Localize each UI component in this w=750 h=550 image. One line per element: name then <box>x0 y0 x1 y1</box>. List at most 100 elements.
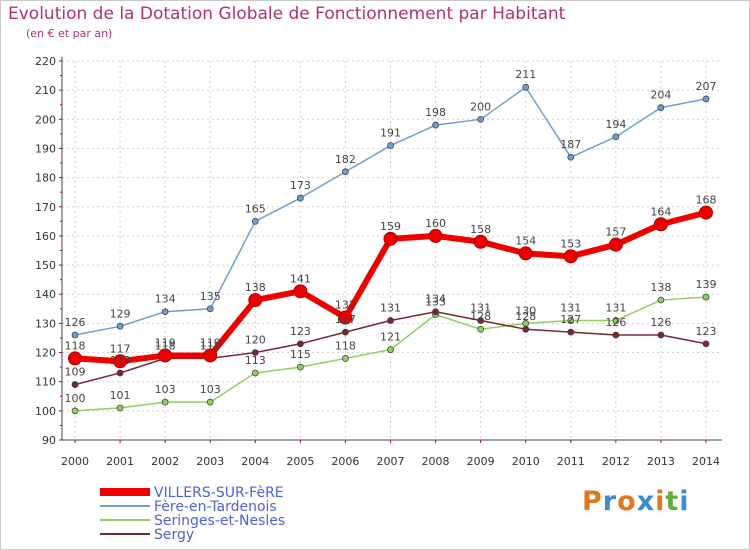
y-tick-label: 110 <box>35 376 56 389</box>
data-point <box>342 328 349 336</box>
data-label: 173 <box>290 179 311 192</box>
data-point <box>657 104 665 111</box>
data-label: 164 <box>650 205 671 218</box>
x-tick-label: 2007 <box>377 455 405 468</box>
data-label: 159 <box>380 220 401 233</box>
data-point <box>116 322 124 330</box>
data-point <box>387 142 394 149</box>
data-label: 158 <box>470 223 491 236</box>
data-point <box>116 369 124 377</box>
data-point <box>477 325 484 333</box>
x-tick-label: 2013 <box>647 455 675 468</box>
data-point <box>387 317 394 324</box>
data-label: 117 <box>110 342 131 355</box>
data-label: 153 <box>560 237 581 250</box>
data-label: 135 <box>200 290 221 303</box>
x-tick-label: 2003 <box>196 455 224 468</box>
x-tick-label: 2014 <box>692 455 720 468</box>
legend-label: VILLERS-SUR-FèRE <box>154 485 284 501</box>
data-point <box>563 249 578 264</box>
data-label: 118 <box>200 339 221 352</box>
proxiti-logo: Proxiti <box>582 486 690 517</box>
data-label: 101 <box>110 389 131 402</box>
y-tick-label: 130 <box>35 317 56 330</box>
y-tick-label: 150 <box>35 259 56 272</box>
data-point <box>653 217 668 232</box>
data-point <box>387 346 394 353</box>
data-label: 113 <box>110 354 131 367</box>
data-point <box>293 284 308 299</box>
data-label: 119 <box>200 336 221 349</box>
data-label: 131 <box>560 301 581 314</box>
data-point <box>522 83 530 91</box>
data-point <box>518 246 533 261</box>
data-point <box>71 331 79 339</box>
data-point <box>699 205 713 220</box>
logo-letter: i <box>655 486 666 517</box>
legend-label: Fère-en-Tardenois <box>154 499 277 515</box>
data-label: 126 <box>650 316 671 329</box>
logo-letter: P <box>582 486 603 517</box>
data-label: 211 <box>515 68 536 81</box>
data-point <box>702 95 710 103</box>
data-point <box>567 317 575 324</box>
data-point <box>251 369 259 377</box>
data-point <box>203 348 218 363</box>
data-label: 127 <box>560 313 581 326</box>
chart-subtitle: (en € et par an) <box>26 27 113 40</box>
data-label: 194 <box>605 118 626 131</box>
logo-letter: x <box>636 486 656 517</box>
data-point <box>338 310 353 325</box>
y-tick-label: 120 <box>35 347 56 360</box>
data-label: 127 <box>335 313 356 326</box>
y-tick-label: 160 <box>35 230 56 243</box>
data-label: 126 <box>605 316 626 329</box>
data-point <box>297 340 304 348</box>
data-label: 128 <box>515 310 536 323</box>
x-tick-label: 2012 <box>602 455 630 468</box>
data-label: 157 <box>605 226 626 239</box>
data-point <box>161 308 169 316</box>
data-point <box>612 133 620 141</box>
data-label: 131 <box>380 301 401 314</box>
data-point <box>68 351 82 366</box>
data-point <box>432 121 439 129</box>
data-label: 103 <box>155 383 176 396</box>
y-tick-label: 140 <box>35 288 56 301</box>
data-point <box>702 293 710 301</box>
data-label: 130 <box>515 304 536 317</box>
data-point <box>702 340 710 348</box>
data-point <box>297 194 304 202</box>
x-tick-label: 2011 <box>557 455 585 468</box>
data-label: 113 <box>245 354 266 367</box>
x-tick-label: 2008 <box>422 455 450 468</box>
data-label: 168 <box>696 194 717 207</box>
data-label: 139 <box>696 278 717 291</box>
x-tick-label: 2001 <box>106 455 134 468</box>
data-point <box>113 354 128 369</box>
data-label: 126 <box>65 316 86 329</box>
data-point <box>251 349 259 356</box>
data-label: 165 <box>245 202 266 215</box>
y-tick-label: 90 <box>42 434 56 447</box>
data-label: 138 <box>650 281 671 294</box>
data-label: 119 <box>155 336 176 349</box>
data-point <box>71 407 79 415</box>
data-point <box>251 217 259 225</box>
data-label: 134 <box>425 293 446 306</box>
data-point <box>608 237 623 252</box>
y-tick-label: 170 <box>35 201 56 214</box>
x-tick-label: 2009 <box>467 455 495 468</box>
data-point <box>158 348 173 363</box>
data-label: 132 <box>335 299 356 312</box>
data-point <box>473 234 488 249</box>
data-label: 123 <box>290 325 311 338</box>
data-label: 200 <box>470 100 491 113</box>
data-label: 128 <box>470 310 491 323</box>
data-point <box>612 331 620 339</box>
y-tick-label: 190 <box>35 142 56 155</box>
legend-label: Sergy <box>154 527 194 543</box>
x-tick-label: 2002 <box>151 455 179 468</box>
data-point <box>342 355 349 362</box>
data-point <box>206 398 214 406</box>
